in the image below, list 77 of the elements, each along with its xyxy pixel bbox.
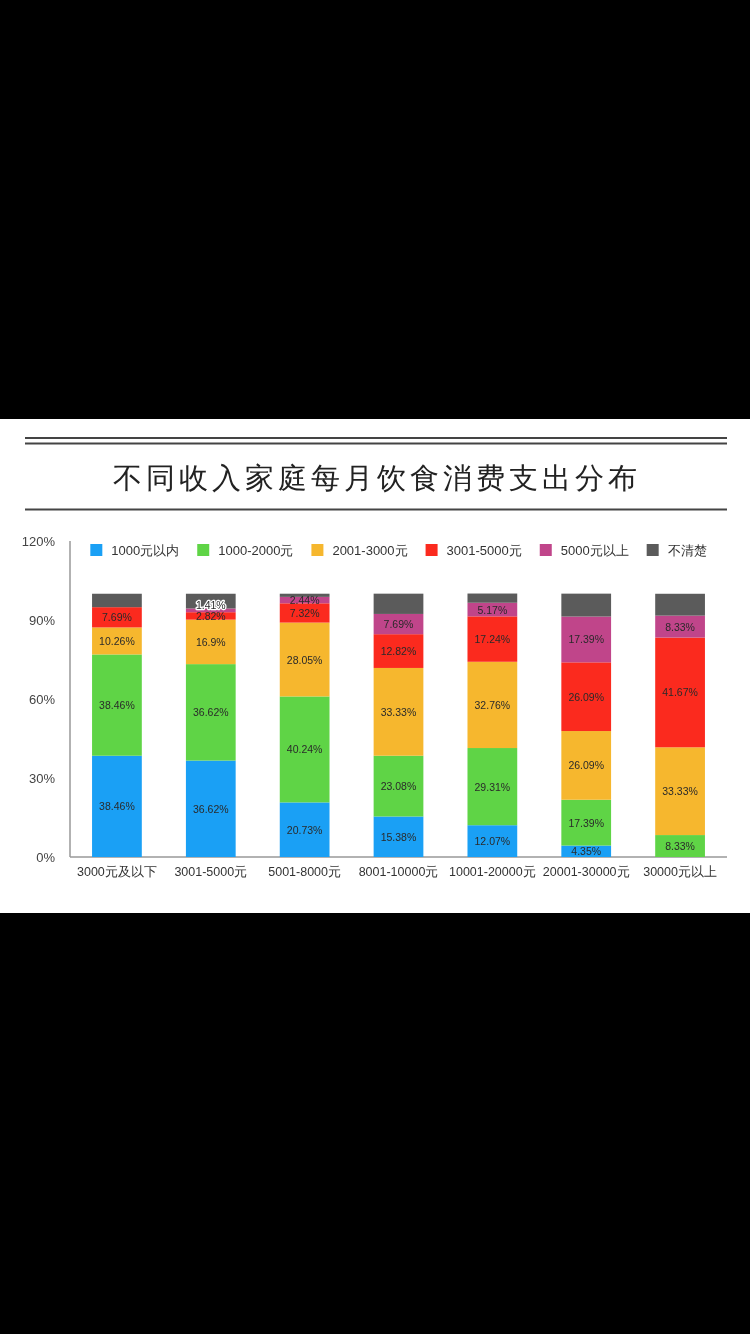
data-label: 7.69% bbox=[383, 618, 414, 631]
data-label: 7.69% bbox=[102, 611, 132, 624]
bar bbox=[561, 662, 612, 732]
x-tick-label: 20001-30000元 bbox=[542, 865, 630, 879]
bar bbox=[373, 667, 424, 756]
bar bbox=[561, 616, 612, 663]
bar bbox=[373, 593, 424, 614]
bar bbox=[467, 661, 518, 749]
y-tick-label: 0% bbox=[36, 849, 56, 865]
data-label: 26.09% bbox=[568, 759, 605, 772]
data-label: 2.44% bbox=[289, 594, 320, 607]
y-tick-label: 90% bbox=[28, 612, 56, 628]
data-label: 5.17% bbox=[477, 603, 508, 616]
data-label: 8.33% bbox=[665, 840, 695, 853]
bar bbox=[373, 755, 424, 817]
bar bbox=[185, 664, 236, 761]
data-label: 33.33% bbox=[662, 785, 698, 798]
bar bbox=[92, 654, 142, 756]
bar bbox=[655, 747, 705, 836]
bar bbox=[561, 593, 612, 617]
data-label: 17.39% bbox=[568, 633, 605, 646]
legend-label: 不清楚 bbox=[667, 542, 707, 558]
data-label: 29.31% bbox=[474, 780, 511, 793]
data-label: 38.46% bbox=[99, 800, 135, 813]
data-label: 12.07% bbox=[474, 835, 511, 848]
data-label: 38.46% bbox=[99, 699, 135, 712]
data-label: 15.38% bbox=[380, 830, 417, 843]
bar bbox=[92, 755, 142, 857]
data-label: 32.76% bbox=[474, 698, 511, 711]
bar bbox=[279, 802, 330, 857]
data-label: 41.67% bbox=[662, 686, 698, 699]
data-label: 23.08% bbox=[380, 780, 417, 793]
bar bbox=[655, 593, 705, 616]
bar bbox=[561, 799, 612, 846]
x-tick-label: 10001-20000元 bbox=[449, 865, 536, 879]
bar bbox=[279, 622, 330, 697]
bar bbox=[467, 748, 518, 826]
data-label: 1.41% bbox=[195, 598, 226, 611]
data-label: 4.35% bbox=[571, 845, 602, 858]
data-label: 36.62% bbox=[192, 802, 229, 815]
x-tick-label: 5001-8000元 bbox=[268, 865, 342, 879]
data-label: 8.33% bbox=[665, 620, 695, 633]
data-label: 12.82% bbox=[380, 645, 417, 658]
legend-label: 1000-2000元 bbox=[218, 542, 294, 558]
data-label: 10.26% bbox=[99, 634, 135, 647]
x-tick-label: 8001-10000元 bbox=[358, 865, 439, 879]
bar bbox=[185, 760, 236, 857]
y-tick-label: 60% bbox=[28, 691, 56, 707]
chart-title: 不同收入家庭每月饮食消费支出分布 bbox=[113, 462, 641, 494]
x-tick-label: 30000元以上 bbox=[643, 865, 717, 879]
data-label: 17.39% bbox=[568, 816, 605, 829]
bar bbox=[561, 731, 612, 800]
data-label: 20.73% bbox=[286, 823, 323, 836]
bar bbox=[279, 696, 330, 803]
x-tick-label: 3000元及以下 bbox=[77, 865, 157, 879]
legend-label: 3001-5000元 bbox=[446, 542, 522, 558]
y-tick-label: 30% bbox=[28, 770, 56, 786]
bar bbox=[467, 593, 518, 603]
data-label: 36.62% bbox=[192, 706, 229, 719]
bar bbox=[373, 816, 424, 857]
x-tick-label: 3001-5000元 bbox=[174, 865, 248, 879]
legend-label: 2001-3000元 bbox=[332, 542, 408, 558]
bar bbox=[467, 616, 518, 662]
data-label: 40.24% bbox=[286, 743, 323, 756]
legend-label: 1000元以内 bbox=[111, 542, 180, 558]
bar bbox=[92, 593, 142, 608]
bar bbox=[655, 637, 705, 748]
y-tick-label: 120% bbox=[21, 533, 56, 549]
data-label: 33.33% bbox=[380, 705, 417, 718]
data-label: 7.32% bbox=[289, 606, 320, 619]
bar bbox=[467, 825, 518, 857]
data-label: 26.09% bbox=[568, 690, 605, 703]
bar bbox=[185, 619, 236, 665]
data-label: 28.05% bbox=[286, 653, 323, 666]
legend-label: 5000元以上 bbox=[560, 542, 629, 558]
data-label: 17.24% bbox=[474, 633, 511, 646]
data-label: 16.9% bbox=[195, 635, 226, 648]
